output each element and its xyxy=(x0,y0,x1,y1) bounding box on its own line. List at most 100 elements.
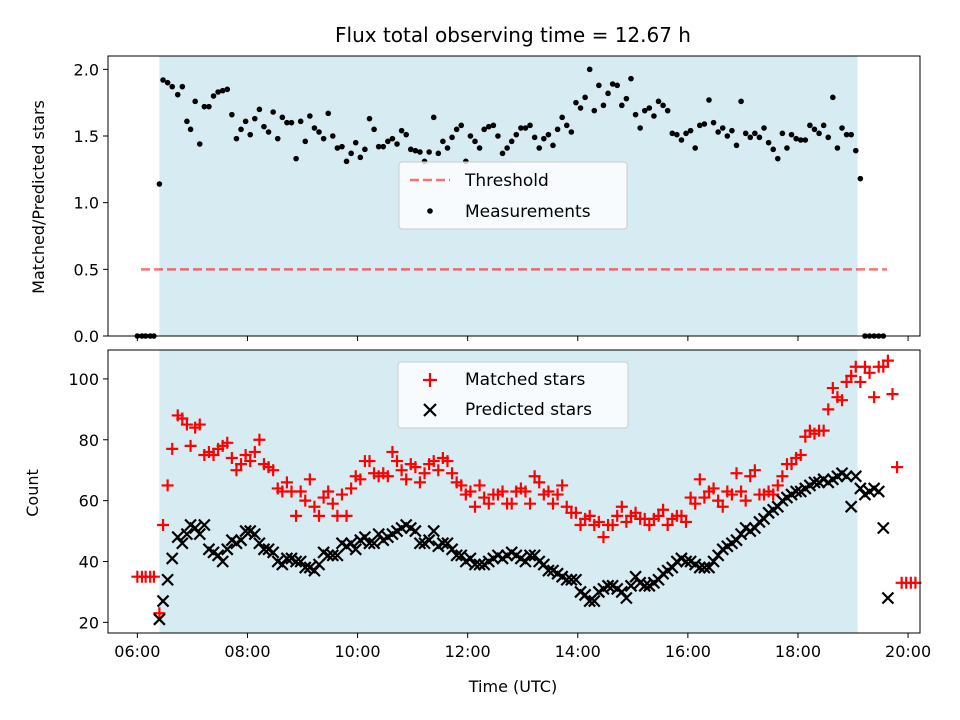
measurements-point xyxy=(426,149,432,155)
measurements-point xyxy=(802,137,809,143)
predicted-stars-point xyxy=(198,518,211,532)
matched-stars-point xyxy=(730,467,743,480)
predicted-stars-point xyxy=(679,555,693,568)
measurements-point xyxy=(247,131,254,138)
matched-stars-point xyxy=(886,388,899,401)
matched-stars-point xyxy=(153,607,166,620)
matched-stars-point xyxy=(794,448,807,461)
matched-stars-point xyxy=(606,518,619,531)
measurements-point xyxy=(187,126,194,133)
matched-stars-point xyxy=(335,488,348,501)
matched-stars-point xyxy=(725,488,738,501)
predicted-stars-point xyxy=(468,558,482,571)
predicted-stars-point xyxy=(257,543,271,556)
measurements-point xyxy=(678,137,685,143)
matched-stars-point xyxy=(546,497,559,510)
matched-stars-point xyxy=(473,479,486,492)
measurements-point xyxy=(504,145,510,151)
measurements-point xyxy=(307,113,313,119)
predicted-stars-point xyxy=(638,579,652,593)
predicted-stars-point xyxy=(156,594,170,608)
matched-stars-point xyxy=(176,412,189,425)
measurements-point xyxy=(430,114,437,121)
matched-stars-point xyxy=(826,382,839,395)
measurements-point xyxy=(348,150,354,157)
predicted-stars-point xyxy=(693,561,707,574)
top-legend-frame xyxy=(398,161,628,230)
predicted-stars-point xyxy=(473,558,486,571)
matched-stars-point xyxy=(583,509,596,522)
matched-stars-point xyxy=(322,485,335,498)
matched-stars-point xyxy=(184,439,197,452)
measurements-point xyxy=(219,87,226,94)
measurements-point xyxy=(811,126,818,133)
measurements-point xyxy=(366,115,373,122)
matched-stars-point xyxy=(381,470,394,483)
matched-stars-point xyxy=(418,467,431,480)
measurements-point xyxy=(738,98,744,105)
measurements-point xyxy=(196,141,203,147)
predicted-stars-point xyxy=(523,549,537,562)
measurements-point xyxy=(527,122,533,129)
matched-stars-point xyxy=(267,464,280,477)
top-panel: 0.0 0.5 1.0 1.5 2.0 xyxy=(74,55,921,346)
top-panel-y-tick-label: 1.5 xyxy=(74,127,99,146)
measurements-point xyxy=(793,135,799,142)
predicted-stars-point xyxy=(560,573,574,587)
matched-stars-point xyxy=(157,518,170,531)
measurements-point xyxy=(545,131,552,138)
measurements-point xyxy=(852,147,859,154)
matched-stars-point xyxy=(629,506,642,519)
measurements-point xyxy=(573,99,579,106)
x-tick-label: 18:00 xyxy=(775,642,821,661)
matched-stars-point xyxy=(317,491,330,504)
measurements-point xyxy=(605,90,611,97)
measurements-point xyxy=(733,142,740,149)
measurements-point xyxy=(449,134,455,141)
measurements-point xyxy=(742,130,749,137)
measurements-point xyxy=(179,83,186,90)
measurements-point xyxy=(444,145,451,151)
measurements-point xyxy=(164,79,171,86)
bottom-panel-y-tick-label: 80 xyxy=(79,431,99,450)
measurements-point xyxy=(284,119,290,126)
bottom-panel-y-tick-label: 100 xyxy=(68,370,99,389)
measurements-point xyxy=(270,109,276,115)
measurements-point xyxy=(481,126,487,133)
measurements-point xyxy=(816,130,822,137)
measurements-point xyxy=(252,115,258,122)
measurements-legend-label: Measurements xyxy=(465,202,591,222)
measurements-point xyxy=(752,130,758,137)
predicted-stars-point xyxy=(872,485,885,498)
matched-stars-point xyxy=(464,485,477,498)
measurements-point xyxy=(536,145,543,151)
matched-stars-point xyxy=(652,509,665,522)
matched-stars-point xyxy=(427,455,440,468)
measurements-point xyxy=(201,103,208,110)
measurements-point xyxy=(467,133,474,139)
matched-stars-point xyxy=(868,391,881,404)
measurements-point xyxy=(554,126,561,133)
matched-stars-point xyxy=(409,461,422,474)
measurements-point xyxy=(687,127,694,134)
predicted-stars-point xyxy=(176,536,189,550)
measurements-point xyxy=(279,114,286,121)
predicted-stars-point xyxy=(698,561,711,574)
matched-stars-point xyxy=(817,424,830,437)
measurements-point xyxy=(490,122,497,129)
matched-stars-point xyxy=(771,479,784,492)
measurements-point xyxy=(412,147,419,154)
measurements-point xyxy=(706,97,712,103)
matched-stars-point xyxy=(528,470,541,483)
matched-stars-point xyxy=(441,455,454,468)
measurements-point xyxy=(774,155,781,162)
measurements-point xyxy=(297,118,304,125)
predicted-stars-point xyxy=(881,591,895,605)
measurements-point xyxy=(316,129,322,135)
measurements-point xyxy=(628,75,634,82)
measurements-point xyxy=(646,105,653,111)
measurements-point xyxy=(674,131,680,138)
x-tick-label: 16:00 xyxy=(665,642,711,661)
predicted-stars-point xyxy=(165,552,179,565)
matched-legend-label: Matched stars xyxy=(465,370,585,390)
